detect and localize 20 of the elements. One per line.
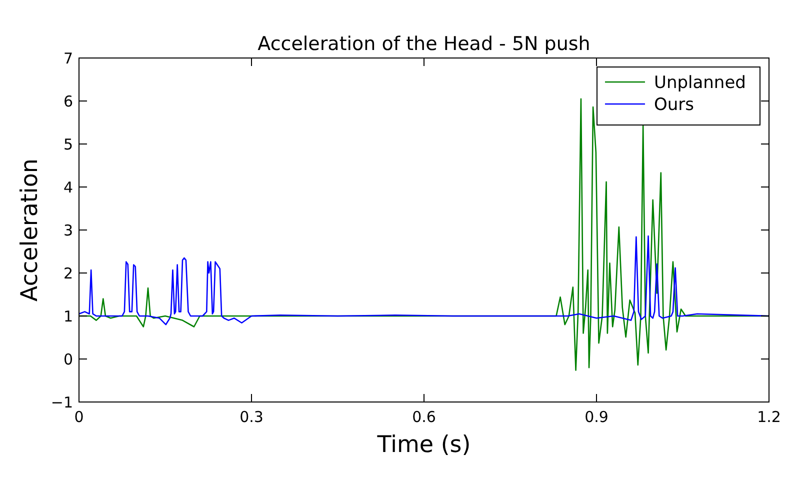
y-tick-label: 4: [63, 178, 73, 196]
x-axis-title: Time (s): [376, 432, 471, 458]
y-axis-title: Acceleration: [17, 158, 43, 302]
x-tick-label: 0.6: [412, 408, 436, 426]
y-tick-label: 1: [63, 307, 73, 326]
line-series: [79, 235, 769, 326]
y-tick-label: 2: [63, 264, 73, 282]
y-tick-label: 6: [63, 92, 73, 110]
y-tick-label: 5: [63, 135, 73, 154]
x-tick-label: 1.2: [757, 408, 781, 426]
x-tick-label: 0.3: [240, 408, 264, 426]
legend-label: Ours: [654, 94, 694, 115]
x-tick-label: 0.9: [584, 408, 608, 426]
chart-title: Acceleration of the Head - 5N push: [258, 33, 590, 55]
x-tick-label: 0: [74, 408, 84, 426]
legend-label: Unplanned: [654, 72, 746, 93]
y-tick-label: 0: [63, 350, 73, 368]
y-tick-label: 7: [63, 49, 73, 68]
y-tick-label: 3: [63, 221, 73, 240]
y-tick-label: −1: [50, 393, 73, 412]
